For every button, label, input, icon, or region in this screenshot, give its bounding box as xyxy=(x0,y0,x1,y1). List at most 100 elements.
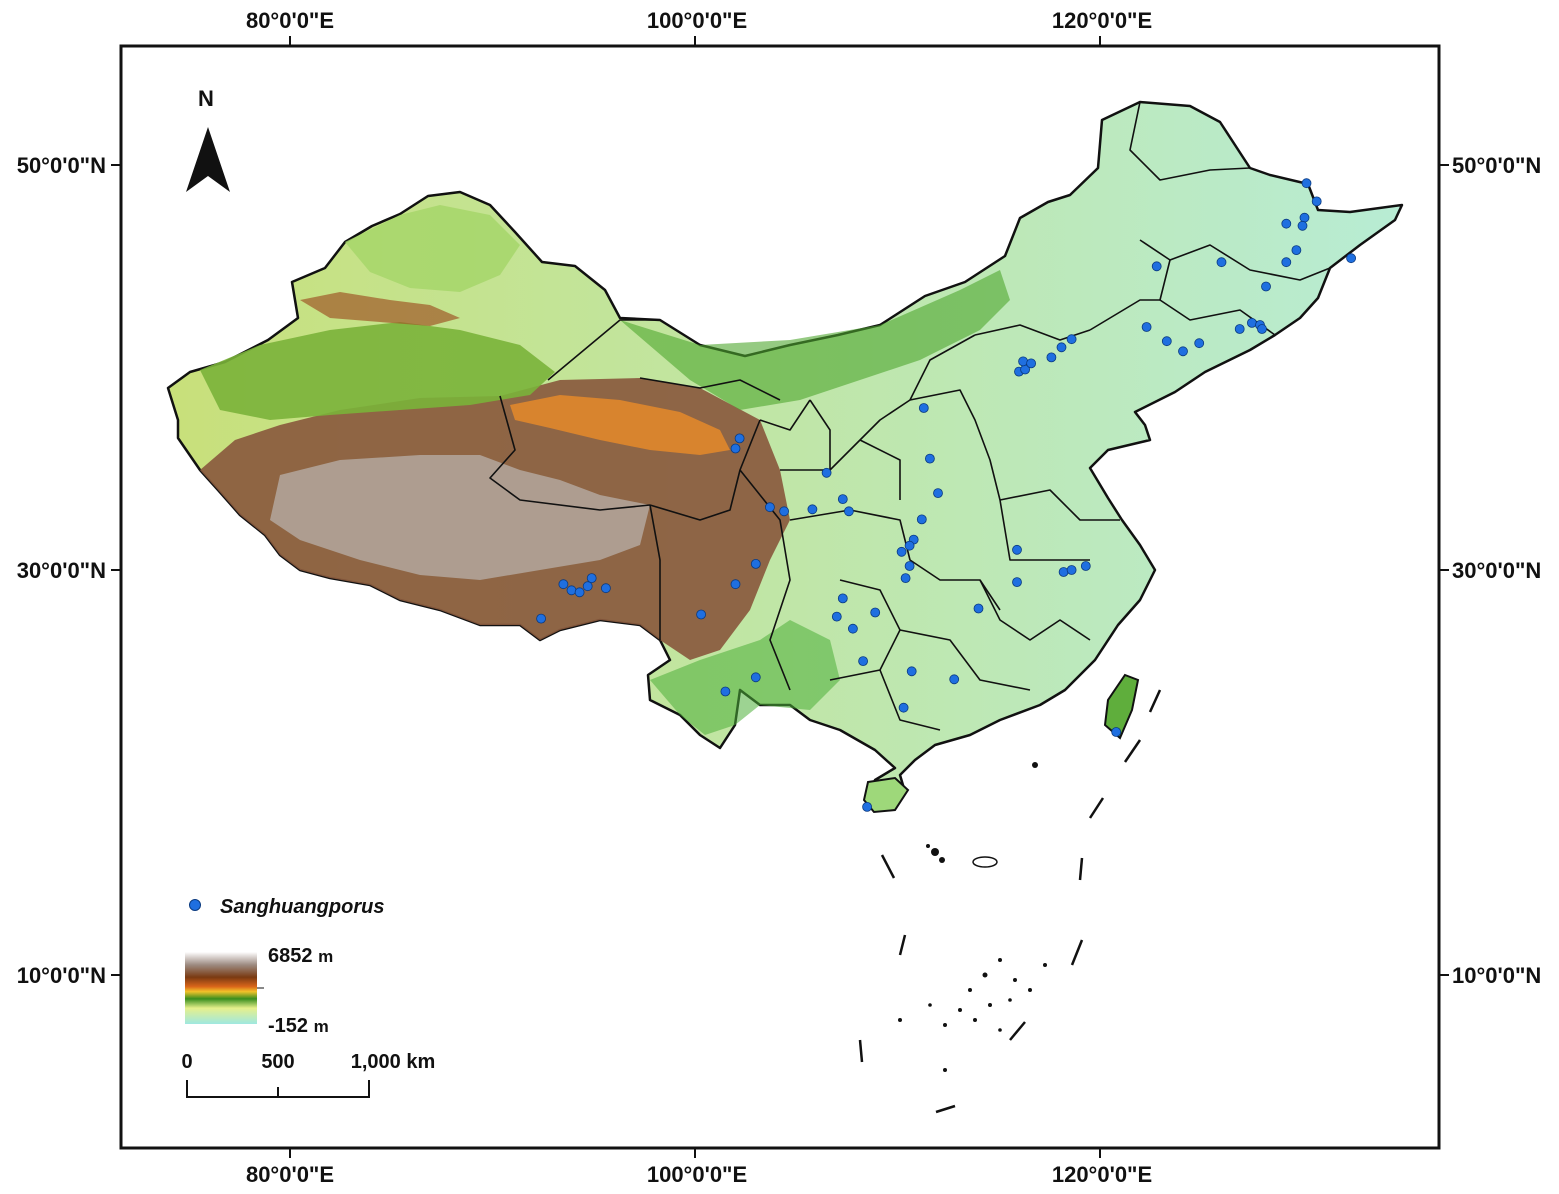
scale-label-1000: 1,000 km xyxy=(351,1051,436,1073)
left-axis-labels: 50°0'0"N 30°0'0"N 10°0'0"N xyxy=(17,153,106,988)
occurrence-point xyxy=(730,443,741,454)
occurrence-point xyxy=(1080,561,1091,571)
occurrence-point xyxy=(558,579,569,590)
left-tick-label: 30°0'0"N xyxy=(17,558,106,583)
occurrence-point xyxy=(973,603,984,614)
occurrence-point xyxy=(896,546,907,557)
tianshan xyxy=(300,292,460,326)
occurrence-point xyxy=(1234,324,1245,334)
occurrence-points xyxy=(536,178,1356,812)
bottom-tick-label: 120°0'0"E xyxy=(1052,1162,1152,1187)
occurrence-point xyxy=(837,494,848,505)
bottom-tick-label: 80°0'0"E xyxy=(246,1162,334,1187)
occurrence-point xyxy=(750,672,761,683)
occurrence-point xyxy=(779,506,789,517)
occurrence-point xyxy=(844,506,854,517)
occurrence-point xyxy=(1281,218,1292,229)
occurrence-point xyxy=(904,540,915,551)
dzungaria xyxy=(345,205,520,292)
occurrence-point xyxy=(1141,322,1152,332)
occurrence-point xyxy=(916,514,927,525)
occurrence-point xyxy=(1161,336,1172,347)
occurrence-point xyxy=(1026,358,1036,369)
occurrence-point xyxy=(1058,567,1069,577)
north-arrow: N xyxy=(186,86,230,192)
elevation-min-label: -152 m xyxy=(268,1015,329,1037)
occurrence-point xyxy=(765,502,775,513)
legend: Sanghuangporus 6852 m -152 m xyxy=(185,896,384,1037)
bottom-tick-label: 100°0'0"E xyxy=(647,1162,747,1187)
occurrence-point xyxy=(906,666,917,677)
occurrence-point xyxy=(870,607,881,618)
occurrence-point xyxy=(734,433,745,444)
scale-label-500: 500 xyxy=(261,1051,294,1073)
qaidam-basin xyxy=(510,395,730,455)
top-tick-label: 80°0'0"E xyxy=(246,8,334,33)
occurrence-point xyxy=(1178,346,1188,357)
south-china-sea-islands xyxy=(898,762,1047,1072)
north-label: N xyxy=(198,86,214,111)
occurrence-point xyxy=(1297,220,1308,231)
occurrence-point xyxy=(1012,577,1022,587)
occurrence-point xyxy=(1111,727,1122,737)
occurrence-point xyxy=(566,585,577,596)
occurrence-point xyxy=(1299,212,1310,223)
legend-point-marker xyxy=(189,899,201,911)
occurrence-point xyxy=(1346,253,1356,264)
left-tick-label: 50°0'0"N xyxy=(17,153,106,178)
occurrence-point xyxy=(904,561,915,571)
right-tick-label: 50°0'0"N xyxy=(1452,153,1541,178)
occurrence-point xyxy=(1056,342,1067,353)
occurrence-point xyxy=(1257,324,1267,334)
yunnan-guizhou xyxy=(650,620,840,735)
legend-point-label: Sanghuangporus xyxy=(220,896,384,918)
occurrence-point xyxy=(696,609,706,620)
elevation-max-label: 6852 m xyxy=(268,945,333,967)
elevation-max-value: 6852 xyxy=(268,945,313,967)
top-tick-label: 120°0'0"E xyxy=(1052,8,1152,33)
tarim-basin xyxy=(200,322,555,420)
occurrence-point xyxy=(730,579,741,590)
occurrence-point xyxy=(837,593,848,604)
occurrence-point xyxy=(933,488,943,499)
occurrence-point xyxy=(720,686,731,697)
occurrence-point xyxy=(1012,544,1022,555)
top-tick-label: 100°0'0"E xyxy=(647,8,747,33)
right-tick-label: 10°0'0"N xyxy=(1452,963,1541,988)
occurrence-point xyxy=(918,403,929,413)
occurrence-point xyxy=(1046,352,1057,363)
occurrence-point xyxy=(582,581,593,592)
occurrence-point xyxy=(898,702,909,713)
inner-mongolia-plain xyxy=(620,270,1010,410)
elevation-min-value: -152 xyxy=(268,1015,308,1037)
left-tick-label: 10°0'0"N xyxy=(17,963,106,988)
top-axis-labels: 80°0'0"E 100°0'0"E 120°0'0"E xyxy=(246,8,1152,33)
tibet-highlands xyxy=(270,455,650,580)
occurrence-point xyxy=(900,573,911,583)
occurrence-point xyxy=(1301,178,1312,189)
occurrence-point xyxy=(1151,261,1162,272)
occurrence-point xyxy=(848,623,858,634)
scale-bar: 0 500 1,000 km xyxy=(181,1051,436,1098)
occurrence-point xyxy=(574,587,585,598)
taiwan-island xyxy=(1103,673,1140,740)
occurrence-point xyxy=(831,611,842,622)
elevation-max-unit: m xyxy=(318,947,333,966)
bottom-axis-labels: 80°0'0"E 100°0'0"E 120°0'0"E xyxy=(246,1162,1152,1187)
occurrence-point xyxy=(536,613,546,624)
occurrence-point xyxy=(862,802,872,812)
elevation-min-unit: m xyxy=(314,1017,329,1036)
right-axis-labels: 50°0'0"N 30°0'0"N 10°0'0"N xyxy=(1452,153,1541,988)
frame-ticks xyxy=(111,36,1449,1158)
occurrence-point xyxy=(1311,196,1322,207)
hainan-island xyxy=(862,776,910,814)
occurrence-point xyxy=(1018,356,1028,367)
occurrence-point xyxy=(1281,257,1292,268)
occurrence-point xyxy=(601,583,611,594)
scale-label-0: 0 xyxy=(181,1051,192,1073)
north-arrow-icon xyxy=(186,127,230,192)
occurrence-point xyxy=(1261,281,1271,292)
occurrence-point xyxy=(750,559,761,569)
occurrence-point xyxy=(858,656,868,666)
